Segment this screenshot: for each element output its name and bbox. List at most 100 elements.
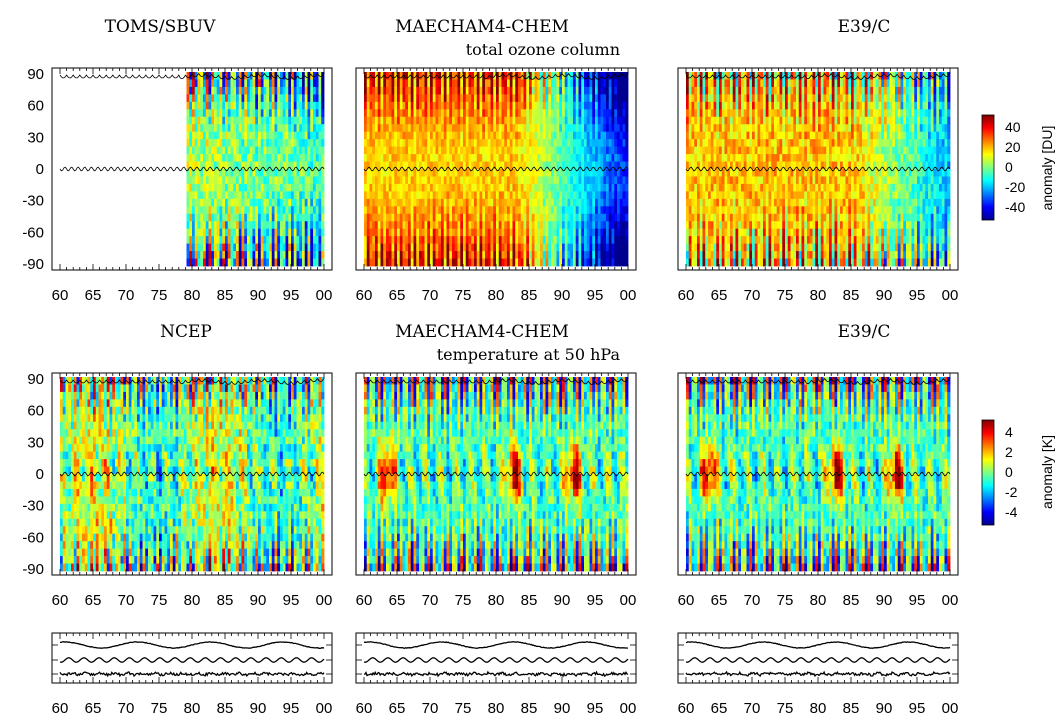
heatmap-cell — [225, 94, 229, 103]
heatmap-cell — [622, 243, 626, 252]
heatmap-cell — [617, 86, 621, 95]
heatmap-cell — [186, 198, 190, 207]
heatmap-cell — [432, 146, 436, 155]
heatmap-cell — [307, 176, 311, 185]
heatmap-cell — [402, 228, 406, 237]
heatmap-cell — [457, 169, 461, 177]
heatmap-cell — [476, 124, 480, 133]
heatmap-cell — [763, 198, 767, 207]
heatmap-cell — [531, 258, 535, 267]
heatmap-cell — [705, 228, 709, 237]
heatmap-cell — [280, 86, 284, 95]
heatmap-cell — [460, 161, 464, 170]
heatmap-cell — [597, 236, 601, 245]
heatmap-cell — [285, 236, 289, 245]
heatmap-cell — [421, 94, 425, 103]
heatmap-cell — [375, 169, 379, 177]
heatmap-cell — [203, 146, 207, 155]
heatmap-cell — [559, 86, 563, 95]
heatmap-cell — [708, 243, 712, 252]
heatmap-cell — [479, 198, 483, 207]
heatmap-cell — [227, 236, 231, 245]
heatmap-cell — [559, 183, 563, 192]
heatmap-cell — [463, 243, 467, 252]
heatmap-cell — [752, 183, 756, 192]
heatmap-cell — [603, 139, 607, 148]
heatmap-cell — [482, 124, 486, 133]
heatmap-cell — [548, 198, 552, 207]
heatmap-cell — [600, 146, 604, 155]
heatmap-cell — [765, 236, 769, 245]
heatmap-cell — [205, 221, 209, 230]
heatmap-cell — [545, 72, 549, 80]
heatmap-cell — [545, 146, 549, 155]
heatmap-cell — [787, 86, 791, 95]
heatmap-cell — [233, 206, 237, 215]
heatmap-cell — [479, 131, 483, 140]
tick-marks — [59, 68, 325, 270]
heatmap-cell — [421, 176, 425, 185]
heatmap-cell — [749, 79, 753, 88]
heatmap-cell — [266, 169, 270, 177]
heatmap-cell — [236, 198, 240, 207]
heatmap-cell — [249, 124, 253, 133]
heatmap-cell — [760, 116, 764, 125]
heatmap-cell — [586, 154, 590, 162]
heatmap-cell — [189, 213, 193, 222]
heatmap-cell — [688, 251, 692, 259]
heatmap-cell — [302, 86, 306, 95]
heatmap-cell — [288, 169, 292, 177]
heatmap-cell — [247, 221, 251, 230]
heatmap-cell — [446, 206, 450, 215]
heatmap-cell — [271, 79, 275, 88]
heatmap-cell — [200, 94, 204, 103]
heatmap-cell — [424, 176, 428, 185]
heatmap-cell — [584, 161, 588, 170]
heatmap-cell — [578, 251, 582, 259]
heatmap-cell — [321, 251, 325, 259]
heatmap-cell — [238, 124, 242, 133]
heatmap-cell — [460, 72, 464, 80]
heatmap-cell — [380, 161, 384, 170]
heatmap-cell — [252, 139, 256, 148]
heatmap-cell — [222, 183, 226, 192]
heatmap-cell — [302, 124, 306, 133]
heatmap-cell — [200, 243, 204, 252]
heatmap-cell — [526, 236, 530, 245]
heatmap-cell — [369, 213, 373, 222]
heatmap-cell — [771, 183, 775, 192]
heatmap-cell — [424, 109, 428, 118]
heatmap-cell — [266, 131, 270, 140]
heatmap-cell — [518, 109, 522, 118]
heatmap-cell — [537, 124, 541, 133]
heatmap-cell — [608, 191, 612, 200]
heatmap-cell — [457, 243, 461, 252]
heatmap-cell — [688, 228, 692, 237]
heatmap-cell — [496, 86, 500, 95]
heatmap-cell — [724, 236, 728, 245]
heatmap-cell — [540, 154, 544, 162]
heatmap-cell — [225, 161, 229, 170]
heatmap-cell — [584, 183, 588, 192]
heatmap-cell — [490, 191, 494, 200]
heatmap-cell — [238, 191, 242, 200]
heatmap-cell — [606, 116, 610, 125]
heatmap-cell — [540, 109, 544, 118]
heatmap-cell — [724, 94, 728, 103]
heatmap-cell — [255, 183, 259, 192]
heatmap-cell — [713, 161, 717, 170]
heatmap-cell — [391, 72, 395, 80]
heatmap-cell — [776, 213, 780, 222]
heatmap-cell — [743, 213, 747, 222]
heatmap-cell — [225, 251, 229, 259]
heatmap-cell — [315, 221, 319, 230]
heatmap-cell — [512, 101, 516, 110]
heatmap-cell — [430, 169, 434, 177]
heatmap-cell — [625, 124, 629, 133]
heatmap-cell — [315, 169, 319, 177]
heatmap-cell — [197, 146, 201, 155]
heatmap-cell — [584, 243, 588, 252]
heatmap-cell — [465, 191, 469, 200]
heatmap-cell — [760, 183, 764, 192]
heatmap-cell — [369, 139, 373, 148]
